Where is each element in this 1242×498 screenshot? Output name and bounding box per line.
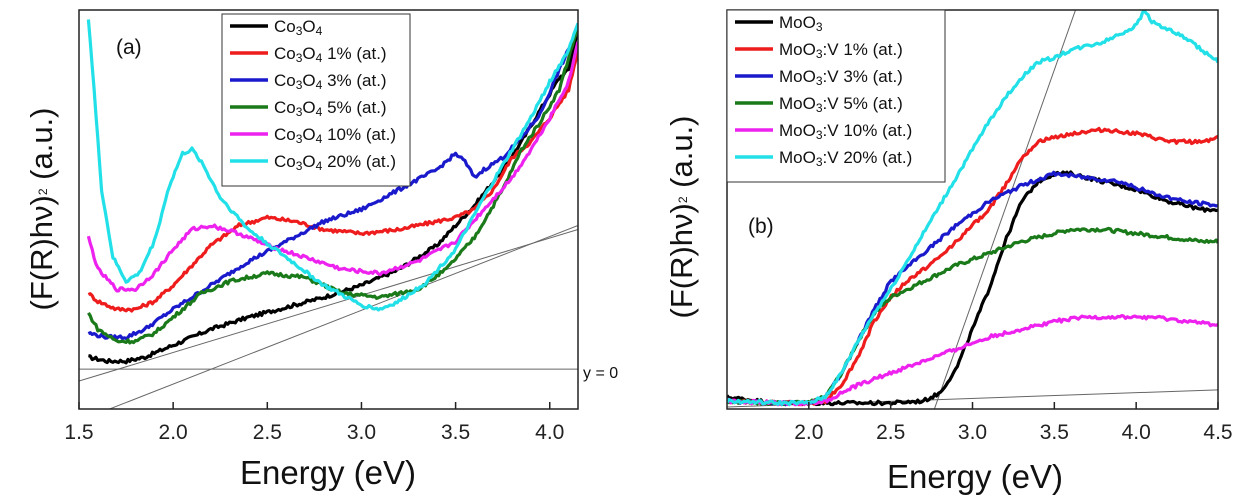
legend-box: [221, 13, 411, 187]
legend-entry-label: MoO3:V 1% (at.): [779, 40, 903, 61]
reference-line-2: [933, 10, 1077, 409]
x-tick-label: 3.0: [347, 421, 376, 444]
chart-panel-b: 2.0 2.5 3.0 3.5 4.0 4.5 (b) Energy (eV) (F(R)…: [664, 9, 1233, 495]
legend-entry-label: MoO3:V 5% (at.): [779, 94, 903, 115]
x-tick-label: 2.5: [253, 421, 282, 444]
x-tick-label: 3.0: [958, 421, 987, 444]
panel-a-y0-annotation: y = 0: [583, 365, 618, 382]
series-line-6: [86, 19, 578, 312]
legend-entry-label: MoO3:V 10% (at.): [779, 121, 912, 142]
x-tick-label: 4.0: [1122, 421, 1151, 444]
legend-entry-label: MoO3: [779, 13, 823, 34]
chart-panel-a: 1.5 2.0 2.5 3.0 3.5 4.0 y = 0 (a) Energy (eV)…: [24, 9, 618, 491]
panel-a-plot-frame: [78, 9, 579, 410]
legend-entry-label: Co3O4 20% (at.): [274, 152, 396, 173]
panel-b-legend: MoO3 MoO3:V 1% (at.) MoO3:V 3% (at.) MoO3:V…: [726, 9, 946, 183]
x-tick-label: 4.5: [1203, 421, 1232, 444]
panel-a-legend: Co3O4 Co3O4 1% (at.) Co3O4 3% (at.) Co3O4 5…: [221, 13, 411, 187]
x-tick-label: 4.0: [535, 421, 564, 444]
legend-entry-label: Co3O4: [274, 17, 323, 38]
legend-entry-label: Co3O4 3% (at.): [274, 71, 387, 92]
reference-line-2: [79, 228, 578, 382]
panel-b-x-axis-label: Energy (eV): [887, 458, 1063, 495]
legend-entry-label: Co3O4 1% (at.): [274, 44, 387, 65]
legend-box: [726, 9, 946, 183]
series-line-3: [727, 170, 1218, 407]
x-tick-label: 3.5: [1040, 421, 1069, 444]
reference-line-3: [108, 224, 578, 409]
panel-a-x-ticks: 1.5 2.0 2.5 3.0 3.5 4.0: [64, 402, 564, 444]
series-line-1: [727, 170, 1218, 407]
panel-b-label: (b): [748, 215, 774, 238]
panel-a-series-lines: [86, 19, 578, 365]
x-tick-label: 3.5: [441, 421, 470, 444]
panel-a-x-axis-label: Energy (eV): [240, 454, 416, 491]
x-tick-label: 1.5: [64, 421, 93, 444]
x-tick-label: 2.0: [794, 421, 823, 444]
legend-entry-label: Co3O4 5% (at.): [274, 98, 387, 119]
series-line-2: [87, 48, 578, 313]
legend-entry-label: MoO3:V 20% (at.): [779, 148, 912, 169]
series-line-3: [87, 29, 578, 341]
panel-a-reference-lines: [79, 224, 578, 409]
panel-a-y-axis-label: (F(R)hν)2 (a.u.): [24, 107, 59, 310]
legend-entry-label: Co3O4 10% (at.): [274, 125, 396, 146]
x-tick-label: 2.0: [159, 421, 188, 444]
panel-b-y-axis-label: (F(R)hν)2 (a.u.): [664, 115, 699, 318]
panel-b-x-ticks: 2.0 2.5 3.0 3.5 4.0 4.5: [794, 402, 1233, 444]
series-line-5: [86, 41, 578, 293]
x-tick-label: 2.5: [876, 421, 905, 444]
panel-a-label: (a): [116, 36, 142, 59]
legend-entry-label: MoO3:V 3% (at.): [779, 67, 903, 88]
